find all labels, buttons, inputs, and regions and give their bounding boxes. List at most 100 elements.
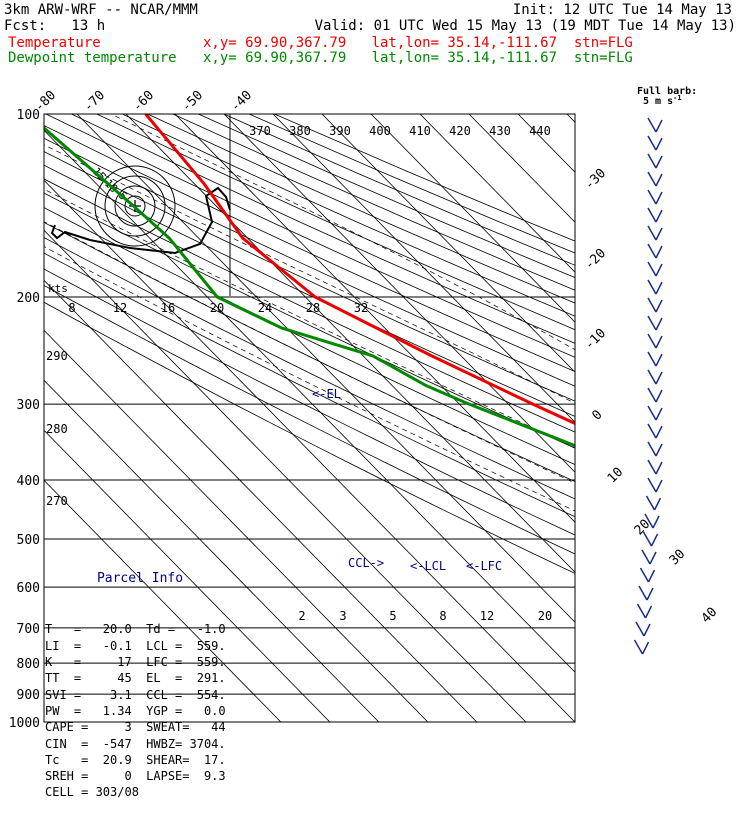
el-marker: <-EL <box>312 387 341 401</box>
pressure-label: 900 <box>17 688 40 703</box>
pressure-label: 1000 <box>9 716 40 731</box>
wind-barb <box>648 334 656 348</box>
isotherm-label: 0 <box>589 407 605 423</box>
barb-legend-line2: 5 m s-1 <box>643 94 682 107</box>
wind-barb-flag <box>643 642 649 654</box>
wind-barb <box>648 208 656 222</box>
wind-barb-flag <box>656 174 662 186</box>
wind-barb <box>647 496 655 510</box>
hodograph-speed-label: 16 <box>161 301 175 315</box>
pressure-label: 200 <box>17 291 40 306</box>
wind-barb <box>639 586 647 600</box>
wind-barb <box>638 604 646 618</box>
theta-label: 430 <box>489 124 511 138</box>
isotherm-line <box>567 114 740 722</box>
pressure-label: 800 <box>17 657 40 672</box>
wind-barb-flag <box>656 282 662 294</box>
mixing-ratio-label: 12 <box>480 609 494 623</box>
parcel-info-line: LI = -0.1 LCL = 559. <box>45 638 235 654</box>
wind-barb <box>641 568 649 582</box>
dry-adiabat-line <box>224 114 740 722</box>
isotherm-label: 10 <box>605 465 627 487</box>
wind-barb <box>648 244 656 258</box>
pressure-label: 400 <box>17 474 40 489</box>
wind-barb-flag <box>656 336 662 348</box>
wind-barb-flag <box>656 138 662 150</box>
wind-barb-flag <box>644 624 650 636</box>
wind-barb-flag <box>650 552 656 564</box>
wind-barb <box>648 460 656 474</box>
wind-barb-flag <box>656 372 662 384</box>
wind-barb-flag <box>656 120 662 132</box>
mixing-ratio-label: 2 <box>298 609 305 623</box>
wind-barb <box>648 136 656 150</box>
wind-barb <box>648 280 656 294</box>
wind-barb <box>648 406 656 420</box>
wind-barb-flag <box>656 264 662 276</box>
dry-adiabat-line <box>249 114 740 722</box>
parcel-info-line: PW = 1.34 YGP = 0.0 <box>45 703 235 719</box>
theta-label: 420 <box>449 124 471 138</box>
parcel-info-line: SVI = 3.1 CCL = 554. <box>45 687 235 703</box>
theta-label: 400 <box>369 124 391 138</box>
isotherm-line <box>322 114 740 722</box>
wind-barb-flag <box>656 462 662 474</box>
theta-label: 390 <box>329 124 351 138</box>
wind-barb-flag <box>655 498 661 510</box>
mixing-ratio-label: 8 <box>439 609 446 623</box>
wind-barb-flag <box>656 156 662 168</box>
wind-barb <box>642 550 650 564</box>
parcel-info-line: CELL = 303/08 <box>45 784 235 800</box>
wind-barb <box>648 442 656 456</box>
parcel-info-line: SREH = 0 LAPSE= 9.3 <box>45 768 235 784</box>
wind-barb-flag <box>647 588 653 600</box>
isotherm-label: -10 <box>582 326 609 353</box>
isotherm-line <box>371 114 740 722</box>
wind-barb-flag <box>652 534 658 546</box>
lfc-marker: <-LFC <box>466 559 502 573</box>
ccl-marker: CCL-> <box>348 556 384 570</box>
isotherm-label: 40 <box>699 605 721 627</box>
wind-barb-flag <box>656 354 662 366</box>
wind-barb-flag <box>656 300 662 312</box>
pressure-label: 500 <box>17 533 40 548</box>
theta-label-lower: 290 <box>46 349 68 363</box>
wind-barb-flag <box>656 408 662 420</box>
wind-barb <box>648 298 656 312</box>
wind-barb-flag <box>646 606 652 618</box>
wind-barb-flag <box>656 444 662 456</box>
parcel-info-line: CAPE = 3 SWEAT= 44 <box>45 719 235 735</box>
pressure-label: 700 <box>17 622 40 637</box>
wind-barb <box>648 190 656 204</box>
wind-barb <box>636 622 644 636</box>
wind-barb <box>648 226 656 240</box>
theta-label: 380 <box>289 124 311 138</box>
hodograph-speed-label: 12 <box>113 301 127 315</box>
theta-label-lower: 280 <box>46 422 68 436</box>
wind-barb <box>644 532 652 546</box>
hodograph-speed-label: 24 <box>258 301 272 315</box>
hodograph-speed-label: 8 <box>68 301 75 315</box>
isotherm-label: -60 <box>130 88 157 115</box>
wind-barb <box>648 370 656 384</box>
isotherm-line <box>420 114 740 722</box>
isotherm-line <box>616 114 740 722</box>
parcel-info-line: CIN = -547 HWBZ= 3704. <box>45 736 235 752</box>
wind-barb <box>648 388 656 402</box>
hodograph-unit-label: kts <box>48 282 68 295</box>
isotherm-label: -20 <box>582 246 609 273</box>
parcel-info-title: Parcel Info <box>45 571 235 587</box>
wind-barb-flag <box>656 210 662 222</box>
wind-barbs <box>635 118 663 654</box>
wind-barb-flag <box>656 318 662 330</box>
hodograph-speed-label: 32 <box>354 301 368 315</box>
wind-barb-flag <box>656 426 662 438</box>
wind-barb <box>648 478 656 492</box>
isotherm-label: 20 <box>632 517 654 539</box>
isotherm-label: -40 <box>228 88 255 115</box>
parcel-info-line: Tc = 20.9 SHEAR= 17. <box>45 752 235 768</box>
wind-barb <box>648 316 656 330</box>
isotherm-label: -30 <box>582 166 609 193</box>
dry-adiabat-line <box>198 114 740 722</box>
